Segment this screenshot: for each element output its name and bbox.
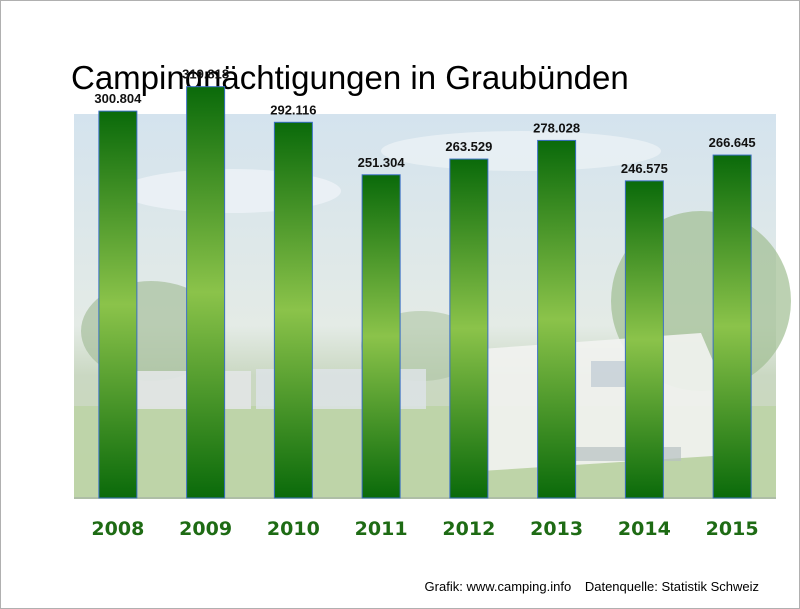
background-photo (74, 114, 791, 499)
value-label-2015: 266.645 (709, 135, 756, 150)
category-label-2015: 2015 (706, 518, 759, 540)
footer-credit: Grafik: www.camping.info (424, 579, 572, 594)
value-label-2009: 319.818 (182, 67, 229, 82)
bars (98, 86, 752, 499)
category-label-2012: 2012 (442, 518, 495, 540)
category-label-2010: 2010 (267, 518, 320, 540)
bar-2012 (449, 158, 489, 499)
category-label-2013: 2013 (530, 518, 583, 540)
chart-title: Campingnächtigungen in Graubünden (71, 59, 629, 96)
bar-2015 (712, 154, 752, 499)
value-label-2014: 246.575 (621, 161, 668, 176)
value-labels: 300.804 319.818 292.116 251.304 263.529 278.0… (94, 67, 755, 176)
bar-2010 (273, 121, 313, 499)
category-labels: 2008 2009 2010 2011 2012 2013 2014 2015 (91, 518, 758, 540)
bar-2008 (98, 110, 138, 499)
value-label-2011: 251.304 (358, 155, 406, 170)
category-label-2008: 2008 (91, 518, 144, 540)
category-label-2009: 2009 (179, 518, 232, 540)
footer: Grafik: www.camping.info Datenquelle: St… (425, 579, 759, 594)
bar-2013 (537, 139, 577, 499)
value-label-2012: 263.529 (445, 139, 492, 154)
value-label-2010: 292.116 (270, 102, 316, 117)
bar-2011 (361, 174, 401, 499)
value-label-2013: 278.028 (533, 120, 580, 135)
category-label-2011: 2011 (355, 518, 408, 540)
value-label-2008: 300.804 (94, 91, 142, 106)
bar-2014 (624, 180, 664, 499)
bar-2009 (186, 86, 226, 499)
category-label-2014: 2014 (618, 518, 671, 540)
footer-source: Datenquelle: Statistik Schweiz (584, 579, 759, 594)
